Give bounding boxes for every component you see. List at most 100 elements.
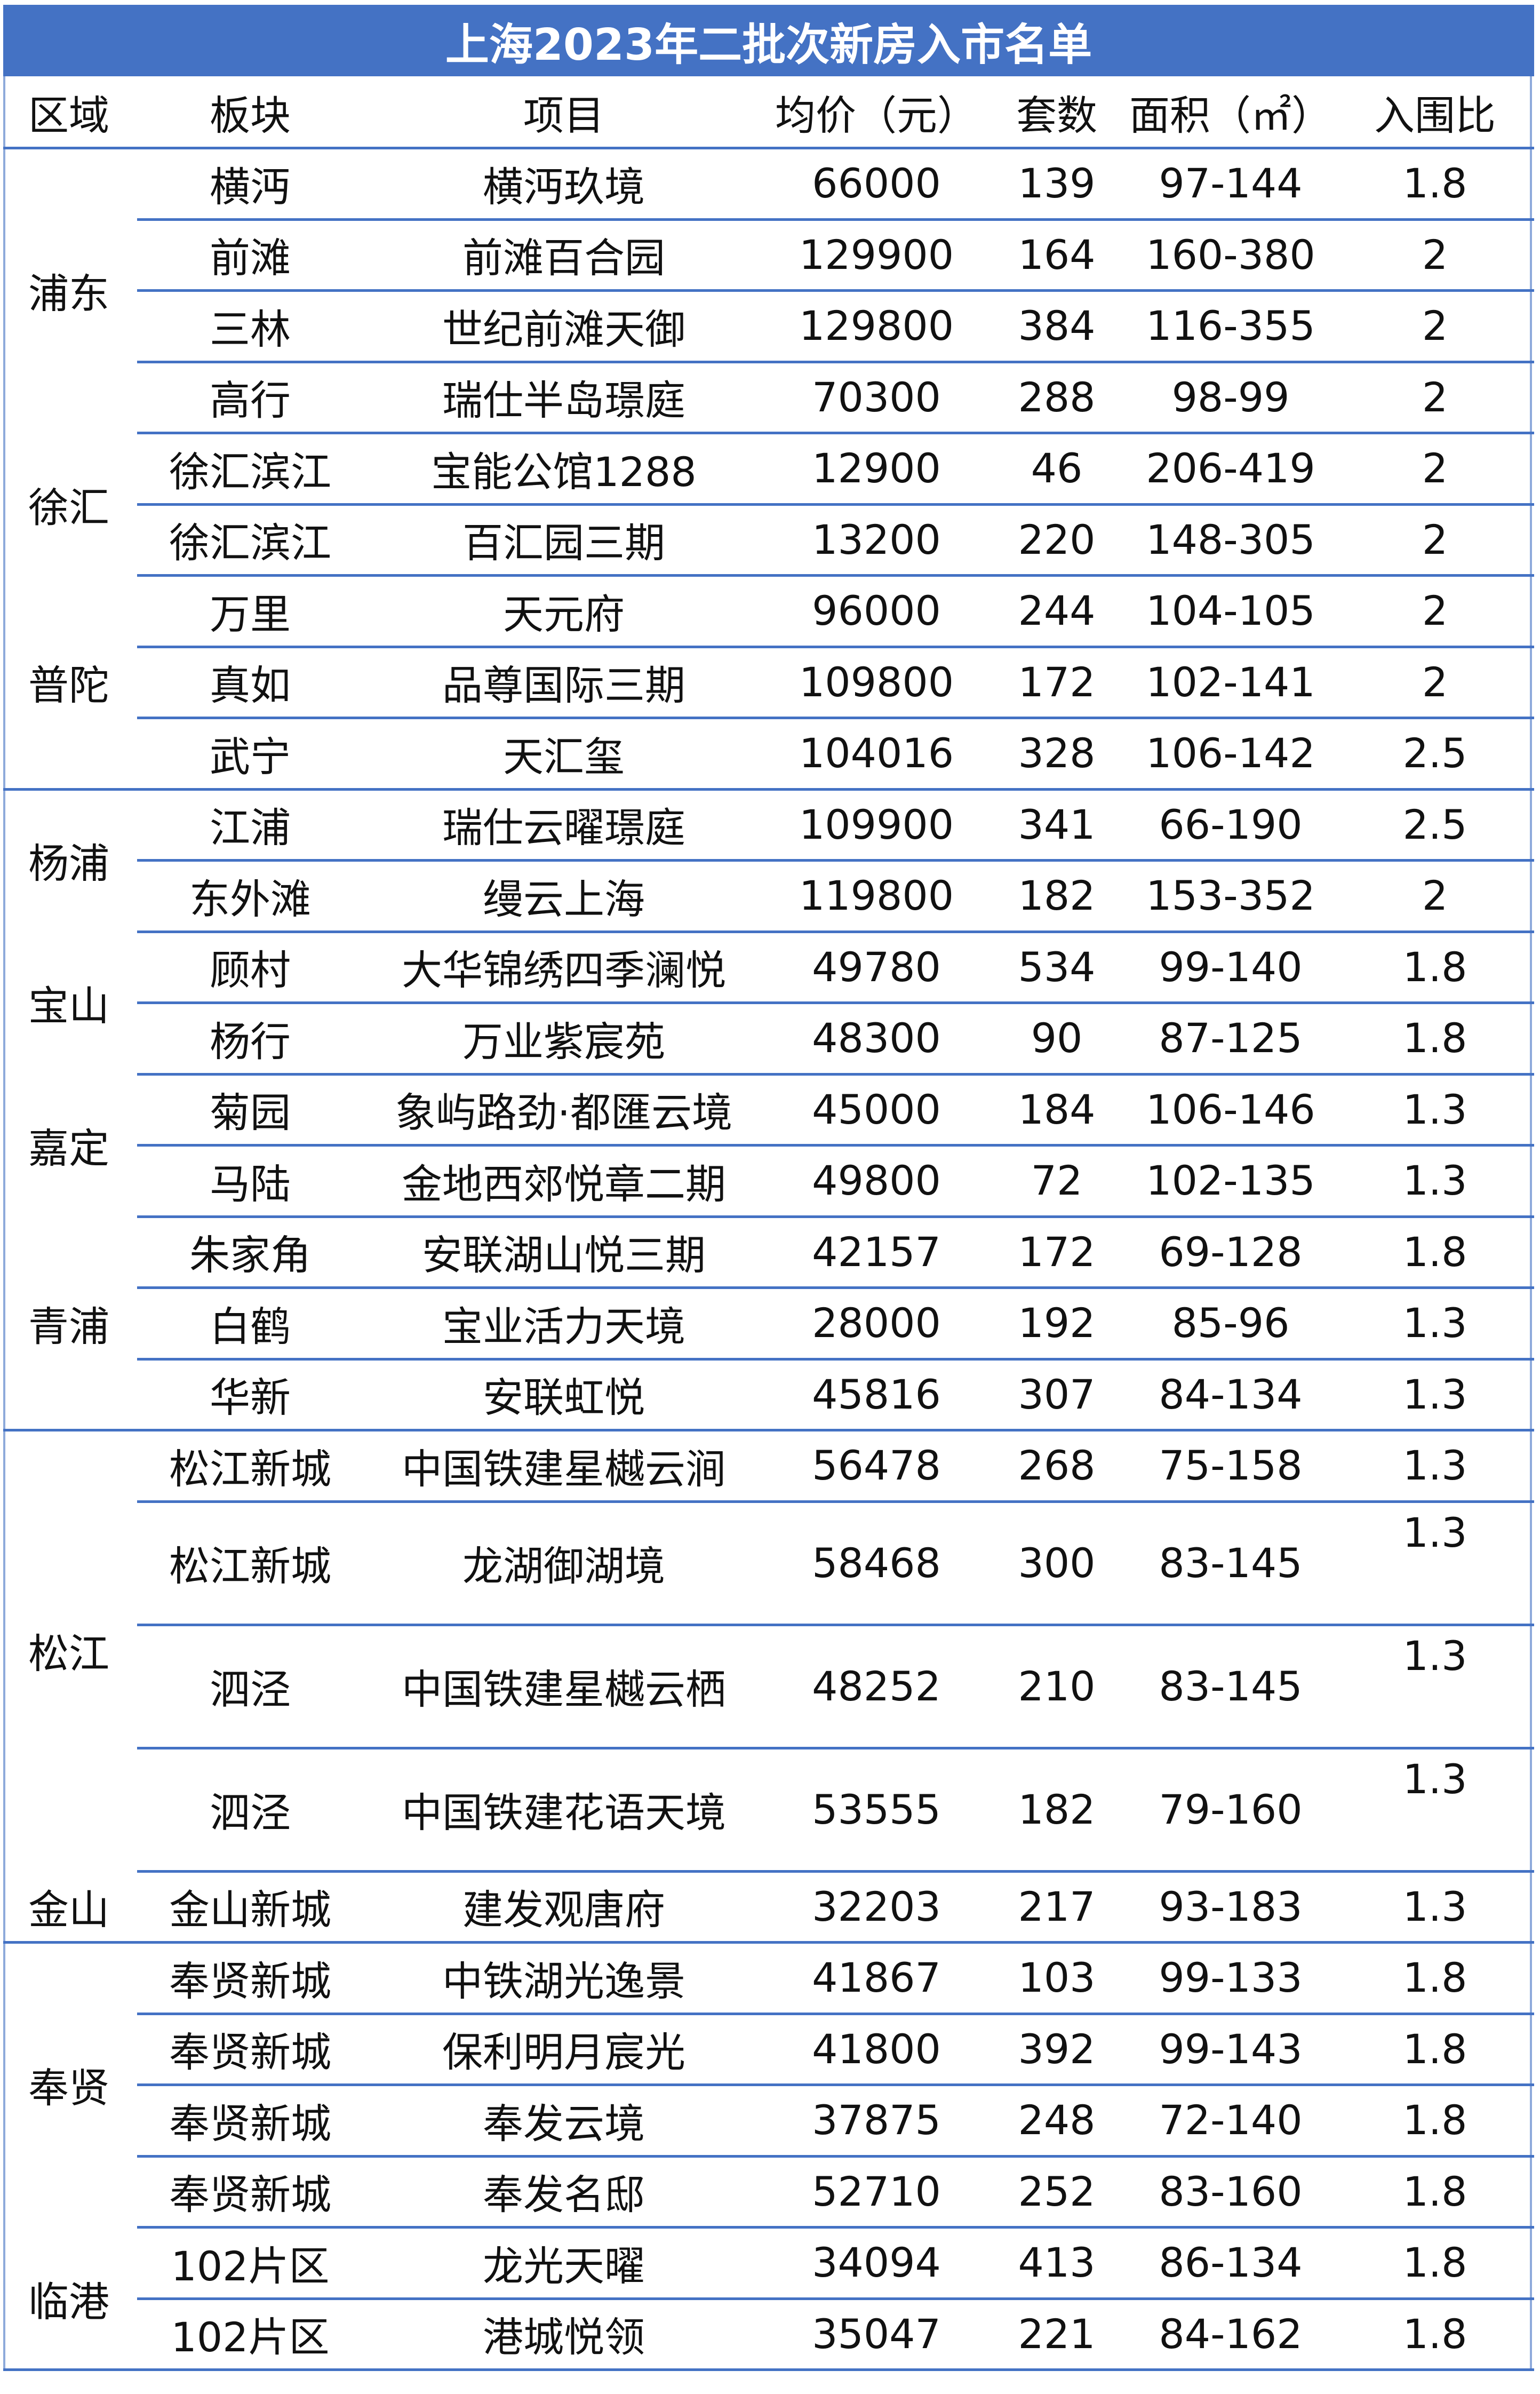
cell-area: 99-140 xyxy=(1159,943,1303,991)
cell-project: 中国铁建星樾云涧 xyxy=(402,1445,726,1493)
cell-sector: 奉贤新城 xyxy=(169,2029,331,2077)
cell-avg-price: 41867 xyxy=(812,1954,941,2002)
cell-sector: 102片区 xyxy=(171,2313,330,2361)
cell-project: 前滩百合园 xyxy=(462,234,665,282)
row-divider xyxy=(137,1286,1534,1289)
cell-sector: 泗泾 xyxy=(210,1789,291,1836)
cell-area: 99-133 xyxy=(1159,1954,1303,2002)
cell-area: 87-125 xyxy=(1159,1014,1303,1062)
cell-ratio: 2 xyxy=(1422,373,1448,421)
cell-units: 413 xyxy=(1018,2239,1096,2287)
cell-sector: 徐汇滨江 xyxy=(169,519,331,567)
cell-sector: 菊园 xyxy=(210,1089,291,1137)
district-label: 松江 xyxy=(28,1630,109,1678)
cell-project: 瑞仕云曜璟庭 xyxy=(442,804,685,852)
cell-units: 268 xyxy=(1018,1442,1096,1490)
cell-avg-price: 109900 xyxy=(799,800,954,848)
cell-units: 210 xyxy=(1018,1662,1096,1710)
cell-sector: 顾村 xyxy=(210,947,291,995)
cell-avg-price: 35047 xyxy=(812,2310,941,2358)
cell-avg-price: 48300 xyxy=(812,1014,941,1062)
cell-units: 221 xyxy=(1018,2310,1096,2358)
row-divider xyxy=(137,2226,1534,2229)
cell-units: 172 xyxy=(1018,658,1096,706)
cell-area: 66-190 xyxy=(1159,800,1303,848)
cell-avg-price: 53555 xyxy=(812,1785,941,1833)
cell-units: 384 xyxy=(1018,302,1096,350)
cell-sector: 前滩 xyxy=(210,234,291,282)
row-divider xyxy=(137,503,1534,506)
row-divider xyxy=(137,1001,1534,1004)
cell-area: 153-352 xyxy=(1146,872,1315,920)
cell-area: 69-128 xyxy=(1159,1228,1303,1276)
cell-area: 99-143 xyxy=(1159,2025,1303,2073)
cell-avg-price: 119800 xyxy=(799,872,954,920)
cell-ratio: 1.3 xyxy=(1402,1157,1467,1205)
cell-ratio: 1.8 xyxy=(1402,1014,1467,1062)
group-divider xyxy=(3,1429,1534,1431)
cell-project: 建发观唐府 xyxy=(462,1886,665,1934)
cell-ratio: 1.8 xyxy=(1402,2025,1467,2073)
cell-ratio: 1.3 xyxy=(1402,1370,1467,1418)
cell-units: 172 xyxy=(1018,1228,1096,1276)
cell-avg-price: 48252 xyxy=(812,1662,941,1710)
cell-ratio: 2 xyxy=(1422,302,1448,350)
cell-area: 106-142 xyxy=(1146,729,1315,777)
cell-avg-price: 52710 xyxy=(812,2167,941,2215)
district-label: 奉贤 xyxy=(28,2064,109,2112)
cell-project: 缦云上海 xyxy=(483,875,645,923)
district-label: 宝山 xyxy=(28,982,109,1030)
cell-project: 天汇玺 xyxy=(503,733,625,781)
row-divider xyxy=(137,2154,1534,2158)
cell-units: 220 xyxy=(1018,515,1096,563)
cell-project: 中国铁建花语天境 xyxy=(402,1789,726,1836)
cell-area: 102-135 xyxy=(1146,1157,1315,1205)
cell-avg-price: 129800 xyxy=(799,302,954,350)
cell-avg-price: 45816 xyxy=(812,1370,941,1418)
cell-sector: 泗泾 xyxy=(210,1666,291,1713)
cell-ratio: 2 xyxy=(1422,515,1448,563)
district-label: 嘉定 xyxy=(28,1125,109,1172)
row-divider xyxy=(137,574,1534,577)
cell-ratio: 1.8 xyxy=(1402,2096,1467,2144)
cell-sector: 松江新城 xyxy=(169,1542,331,1590)
cell-project: 安联湖山悦三期 xyxy=(422,1231,706,1279)
cell-sector: 武宁 xyxy=(210,733,291,781)
cell-ratio: 2 xyxy=(1422,444,1448,492)
cell-area: 206-419 xyxy=(1146,444,1315,492)
district-label: 临港 xyxy=(28,2278,109,2326)
cell-units: 46 xyxy=(1031,444,1083,492)
row-divider xyxy=(137,1215,1534,1218)
row-divider xyxy=(137,1746,1534,1749)
header-avg-price: 均价（元） xyxy=(775,92,978,139)
cell-area: 93-183 xyxy=(1159,1882,1303,1930)
cell-area: 86-134 xyxy=(1159,2239,1303,2287)
cell-area: 116-355 xyxy=(1146,302,1315,350)
cell-ratio: 1.8 xyxy=(1402,2167,1467,2215)
header-project: 项目 xyxy=(523,92,604,139)
header-district: 区域 xyxy=(28,92,109,139)
cell-project: 瑞仕半岛璟庭 xyxy=(442,377,685,425)
cell-units: 90 xyxy=(1031,1014,1083,1062)
cell-sector: 朱家角 xyxy=(189,1231,311,1279)
district-label: 浦东 xyxy=(28,270,109,317)
cell-area: 148-305 xyxy=(1146,515,1315,563)
cell-units: 182 xyxy=(1018,1785,1096,1833)
cell-project: 港城悦领 xyxy=(483,2313,645,2361)
cell-units: 392 xyxy=(1018,2025,1096,2073)
district-label: 青浦 xyxy=(28,1302,109,1350)
row-divider xyxy=(137,859,1534,862)
row-divider xyxy=(137,218,1534,221)
cell-area: 98-99 xyxy=(1171,373,1290,421)
cell-avg-price: 96000 xyxy=(812,587,941,635)
cell-avg-price: 104016 xyxy=(799,729,954,777)
cell-project: 金地西郊悦章二期 xyxy=(402,1160,726,1208)
cell-units: 192 xyxy=(1018,1299,1096,1347)
cell-units: 534 xyxy=(1018,943,1096,991)
cell-project: 百汇园三期 xyxy=(462,519,665,567)
cell-project: 天元府 xyxy=(503,590,625,638)
cell-avg-price: 34094 xyxy=(812,2239,941,2287)
cell-avg-price: 28000 xyxy=(812,1299,941,1347)
cell-project: 中国铁建星樾云栖 xyxy=(402,1666,726,1713)
header-units: 套数 xyxy=(1016,92,1097,139)
